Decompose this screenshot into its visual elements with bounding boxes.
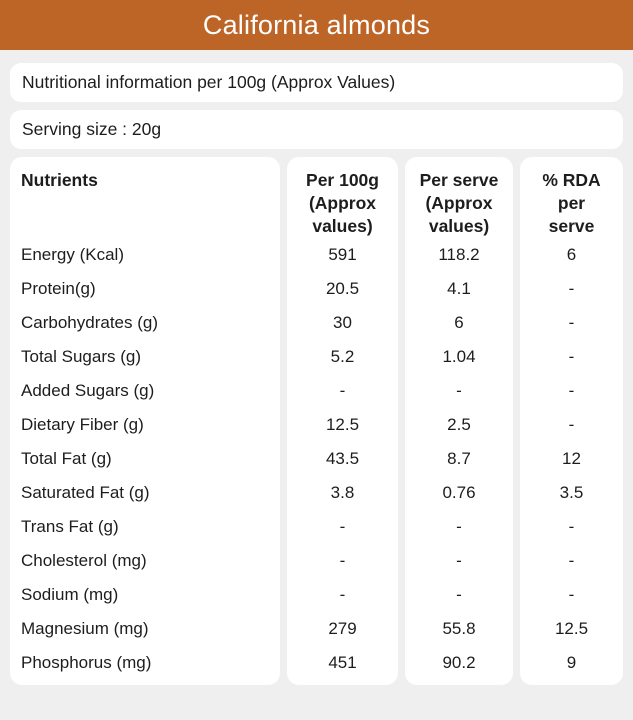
value-cell: - xyxy=(339,517,346,536)
value-cell: 20.5 xyxy=(325,279,360,298)
nutrients-rows: Energy (Kcal) Protein(g) Carbohydrates (g)… xyxy=(10,238,280,680)
app-header: California almonds xyxy=(0,0,633,50)
value-cell: 3.5 xyxy=(559,483,584,502)
value-cell: 4.1 xyxy=(447,279,471,298)
value-cell: - xyxy=(568,551,575,570)
value-cell: - xyxy=(568,585,575,604)
row-label: Magnesium (mg) xyxy=(21,619,149,638)
column-per-100g: Per 100g (Approx values) 591 20.5 30 5.2 - 12… xyxy=(287,157,398,685)
value-cell: 0.76 xyxy=(442,483,476,502)
value-cell: 12 xyxy=(562,449,581,468)
nutritional-info-text: Nutritional information per 100g (Approx… xyxy=(22,72,396,92)
row-label: Energy (Kcal) xyxy=(21,245,124,264)
column-nutrients: Nutrients Energy (Kcal) Protein(g) Carbohy… xyxy=(10,157,280,685)
value-cell: 451 xyxy=(328,653,357,672)
value-cell: - xyxy=(568,313,575,332)
value-cell: - xyxy=(339,381,346,400)
value-cell: - xyxy=(568,347,575,366)
nutrition-table: Nutrients Energy (Kcal) Protein(g) Carbohy… xyxy=(10,157,623,685)
row-label: Total Fat (g) xyxy=(21,449,112,468)
row-label: Total Sugars (g) xyxy=(21,347,141,366)
page-title: California almonds xyxy=(202,9,431,40)
value-cell: 591 xyxy=(328,245,357,264)
value-cell: - xyxy=(456,585,462,604)
value-cell: 118.2 xyxy=(438,245,480,264)
rda-rows: 6 - - - - - 12 3.5 - - - 12.5 9 xyxy=(520,238,623,680)
serving-size-text: Serving size : 20g xyxy=(22,119,162,139)
value-cell: 8.7 xyxy=(447,449,471,468)
value-cell: - xyxy=(568,415,575,434)
row-label: Protein(g) xyxy=(21,279,96,298)
column-header-per-100g: Per 100g (Approx values) xyxy=(306,170,379,236)
row-label: Saturated Fat (g) xyxy=(21,483,150,502)
row-label: Dietary Fiber (g) xyxy=(21,415,144,434)
value-cell: 90.2 xyxy=(442,653,476,672)
row-label: Sodium (mg) xyxy=(21,585,119,604)
value-cell: 6 xyxy=(566,245,577,264)
serving-size-bar: Serving size : 20g xyxy=(10,110,623,149)
column-header-per-serve: Per serve (Approx values) xyxy=(419,170,499,236)
value-cell: - xyxy=(568,279,575,298)
value-cell: 55.8 xyxy=(442,619,476,638)
row-label: Trans Fat (g) xyxy=(21,517,119,536)
value-cell: - xyxy=(456,517,462,536)
row-label: Cholesterol (mg) xyxy=(21,551,147,570)
nutritional-info-bar: Nutritional information per 100g (Approx… xyxy=(10,63,623,102)
value-cell: - xyxy=(339,551,346,570)
value-cell: 12.5 xyxy=(325,415,360,434)
value-cell: 279 xyxy=(328,619,357,638)
row-label: Added Sugars (g) xyxy=(21,381,155,400)
value-cell: 3.8 xyxy=(330,483,355,502)
column-rda-per-serve: % RDA per serve 6 - - - - - 12 3.5 - - - 12.5 9 xyxy=(520,157,623,685)
value-cell: 12.5 xyxy=(554,619,589,638)
per-serve-rows: 118.2 4.1 6 1.04 - 2.5 8.7 0.76 - - - 55.8 90.2 xyxy=(405,238,513,680)
value-cell: - xyxy=(456,551,462,570)
column-header-rda-per-serve: % RDA per serve xyxy=(542,170,601,236)
value-cell: - xyxy=(339,585,346,604)
value-cell: 6 xyxy=(454,313,464,332)
value-cell: 43.5 xyxy=(325,449,360,468)
column-per-serve: Per serve (Approx values) 118.2 4.1 6 1.04 -… xyxy=(405,157,513,685)
value-cell: 1.04 xyxy=(442,347,476,366)
row-label: Carbohydrates (g) xyxy=(21,313,159,332)
value-cell: 30 xyxy=(333,313,352,332)
per-100g-rows: 591 20.5 30 5.2 - 12.5 43.5 3.8 - - - 279 451 xyxy=(287,238,398,680)
nutrition-label-page: California almonds Nutritional informati… xyxy=(0,0,633,685)
value-cell: - xyxy=(568,381,575,400)
value-cell: 9 xyxy=(566,653,577,672)
value-cell: 5.2 xyxy=(330,347,355,366)
value-cell: 2.5 xyxy=(447,415,471,434)
column-header-nutrients: Nutrients xyxy=(21,170,98,190)
row-label: Phosphorus (mg) xyxy=(21,653,152,672)
value-cell: - xyxy=(568,517,575,536)
value-cell: - xyxy=(456,381,462,400)
